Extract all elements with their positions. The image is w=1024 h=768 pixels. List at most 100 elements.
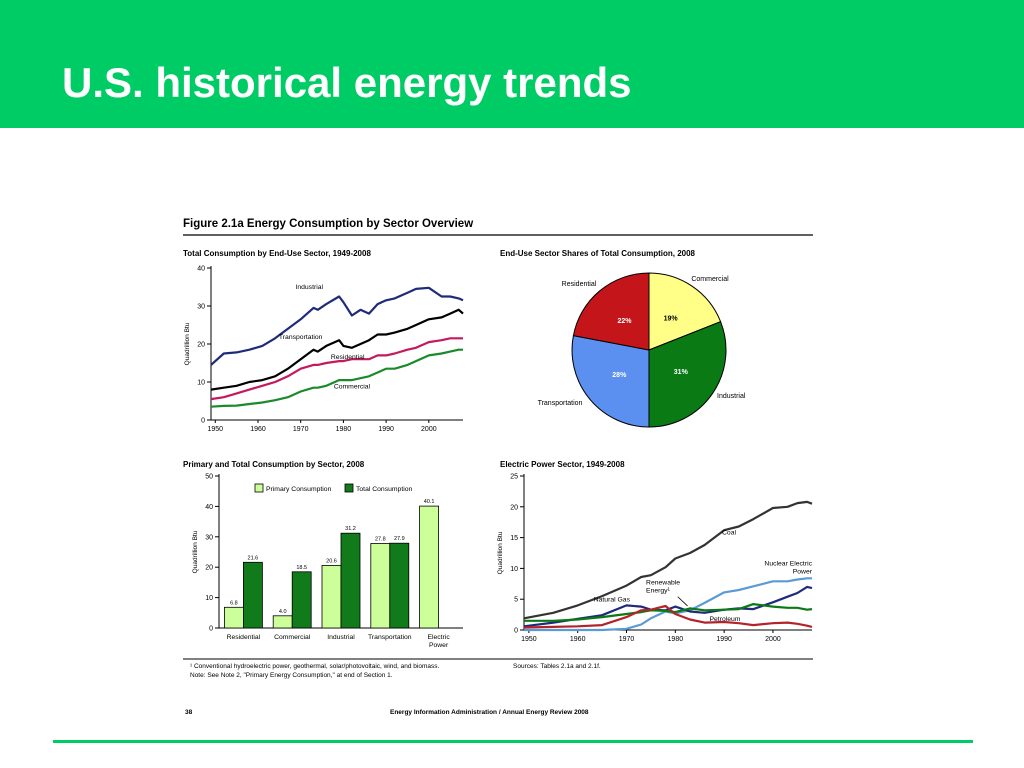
- chart-primary-total-bars: 0 10 20 30 40 50 Quadrillion Btu 6.8 21.6 Residen…: [192, 474, 463, 649]
- chart3-bar-primary-consumption: [370, 543, 391, 629]
- chart3-bar-primary-consumption: [321, 564, 342, 629]
- title-banner: U.S. historical energy trends: [0, 0, 1024, 128]
- chart4-series-petroleum: [523, 604, 813, 629]
- chart3-y-tick-label: 40: [205, 504, 213, 511]
- pie-category-label: Industrial: [717, 393, 746, 400]
- chart1-x-tick-label: 1970: [293, 426, 309, 433]
- chart3-bar-total-consumption: [389, 542, 410, 629]
- figure-canvas: Figure 2.1a Energy Consumption by Sector…: [183, 218, 813, 716]
- chart4-series-label: Energy¹: [646, 587, 671, 594]
- pie-slice-transportation: [571, 335, 650, 428]
- chart4-y-tick-label: 0: [514, 628, 518, 635]
- figure-title: Figure 2.1a Energy Consumption by Sector…: [183, 218, 473, 230]
- chart3-bar-total-consumption: [340, 532, 361, 629]
- chart4-renewable-pointer: [677, 596, 688, 607]
- chart-end-use-lines: 0 10 20 30 40 Quadrillion Btu 1950 1960 1970 1980…: [184, 266, 464, 433]
- chart1-y-tick-label: 10: [197, 380, 205, 387]
- chart4-series-label: Nuclear Electric: [764, 560, 812, 567]
- chart3-y-tick-label: 20: [205, 565, 213, 572]
- pie-slice-commercial: [648, 272, 722, 351]
- pie-value-label: 19%: [664, 316, 679, 323]
- chart3-bar-value-label: 27.9: [394, 536, 405, 542]
- chart3-y-tick-label: 0: [209, 626, 213, 633]
- slide-title: U.S. historical energy trends: [62, 59, 632, 106]
- chart1-series-residential: [210, 337, 463, 401]
- chart3-bar-value-label: 20.6: [326, 558, 337, 564]
- chart1-series-transportation: [210, 308, 464, 391]
- chart4-series-label: Renewable: [646, 579, 680, 586]
- chart3-y-tick-label: 10: [205, 595, 213, 602]
- chart3-y-axis-label: Quadrillion Btu: [192, 530, 199, 573]
- chart4-series-nuclear-electric-power: [524, 577, 812, 632]
- chart3-bar-primary-consumption: [224, 606, 244, 629]
- chart3-category-label: Industrial: [327, 634, 355, 641]
- chart3-category-label: Power: [429, 642, 449, 649]
- pie-value-label: 31%: [674, 369, 689, 376]
- chart1-y-tick-label: 40: [197, 266, 205, 273]
- chart4-series-label: Coal: [722, 530, 736, 537]
- chart3-y-tick-label: 30: [205, 534, 213, 541]
- chart4-x-tick-label: 1960: [570, 636, 586, 643]
- chart3-bar-value-label: 31.2: [345, 526, 356, 532]
- chart4-series-coal: [523, 500, 813, 620]
- chart4-series-label: Petroleum: [709, 616, 740, 623]
- chart3-bar-primary-consumption: [272, 615, 293, 629]
- bottom-rule: [53, 740, 973, 743]
- chart3-bar-total-consumption: [291, 571, 312, 629]
- chart4-y-tick-label: 10: [510, 566, 518, 573]
- chart3-bar-value-label: 21.6: [248, 555, 259, 561]
- pie-value-label: 22%: [617, 318, 632, 325]
- chart1-series-label: Residential: [331, 354, 365, 361]
- chart1-series-label: Transportation: [279, 334, 323, 341]
- chart3-category-label: Electric: [427, 634, 450, 641]
- pie-category-label: Residential: [562, 281, 597, 288]
- chart1-y-tick-label: 0: [201, 418, 205, 425]
- chart3-bar-value-label: 6.8: [230, 600, 238, 606]
- chart3-bar-value-label: 18.5: [296, 565, 307, 571]
- chart1-y-axis-label: Quadrillion Btu: [184, 322, 191, 365]
- chart3-bar-value-label: 40.1: [424, 499, 435, 505]
- chart1-title: Total Consumption by End-Use Sector, 194…: [183, 249, 371, 258]
- figure-note: Note: See Note 2, "Primary Energy Consum…: [190, 672, 393, 679]
- publisher-line: Energy Information Administration / Annu…: [390, 709, 589, 716]
- chart3-category-label: Transportation: [368, 634, 412, 641]
- chart-sector-shares-pie: 19% Commercial 31% Industrial 28% Transportat…: [538, 272, 746, 428]
- chart3-category-label: Residential: [227, 634, 261, 641]
- chart4-series-renewable-energy: [524, 603, 813, 622]
- figure-sources: Sources: Tables 2.1a and 2.1f.: [513, 663, 601, 670]
- chart3-legend-swatch: [344, 483, 354, 493]
- chart4-y-tick-label: 15: [510, 535, 518, 542]
- chart4-x-tick-label: 1970: [619, 636, 635, 643]
- chart1-series-commercial: [210, 348, 463, 408]
- chart1-y-tick-label: 20: [197, 342, 205, 349]
- chart1-series-industrial: [210, 286, 464, 366]
- pie-slice-residential: [572, 272, 650, 351]
- chart-electric-power-lines: 0 5 10 15 20 25 Quadrillion Btu 1950 1960 1970 198…: [497, 474, 813, 644]
- figure-image: Figure 2.1a Energy Consumption by Sector…: [145, 183, 863, 739]
- chart1-x-tick-label: 1950: [207, 426, 223, 433]
- chart1-series-label: Commercial: [334, 383, 371, 390]
- pie-value-label: 28%: [612, 372, 627, 379]
- chart3-legend-label: Total Consumption: [356, 486, 413, 493]
- chart4-series-natural-gas: [523, 585, 813, 628]
- chart1-x-tick-label: 1990: [378, 426, 394, 433]
- chart3-legend-swatch: [254, 483, 264, 493]
- pie-category-label: Commercial: [691, 276, 729, 283]
- chart4-y-tick-label: 5: [514, 597, 518, 604]
- chart1-x-tick-label: 1960: [250, 426, 266, 433]
- figure-footnote: ¹ Conventional hydroelectric power, geot…: [190, 663, 439, 670]
- chart4-y-axis-label: Quadrillion Btu: [497, 531, 504, 574]
- chart4-x-tick-label: 2000: [765, 636, 781, 643]
- chart1-x-tick-label: 1980: [336, 426, 352, 433]
- chart4-y-tick-label: 20: [510, 504, 518, 511]
- pie-slice-industrial: [648, 321, 727, 428]
- chart2-title: End-Use Sector Shares of Total Consumpti…: [500, 249, 696, 258]
- chart1-x-tick-label: 2000: [421, 426, 437, 433]
- chart4-y-tick-label: 25: [510, 474, 518, 481]
- chart3-bar-value-label: 27.8: [375, 537, 386, 543]
- chart4-x-tick-label: 1980: [668, 636, 684, 643]
- chart3-bar-total-consumption: [243, 561, 263, 629]
- chart3-bar-value-label: 4.0: [279, 609, 287, 615]
- chart3-y-tick-label: 50: [205, 474, 213, 481]
- chart3-legend-label: Primary Consumption: [266, 486, 332, 493]
